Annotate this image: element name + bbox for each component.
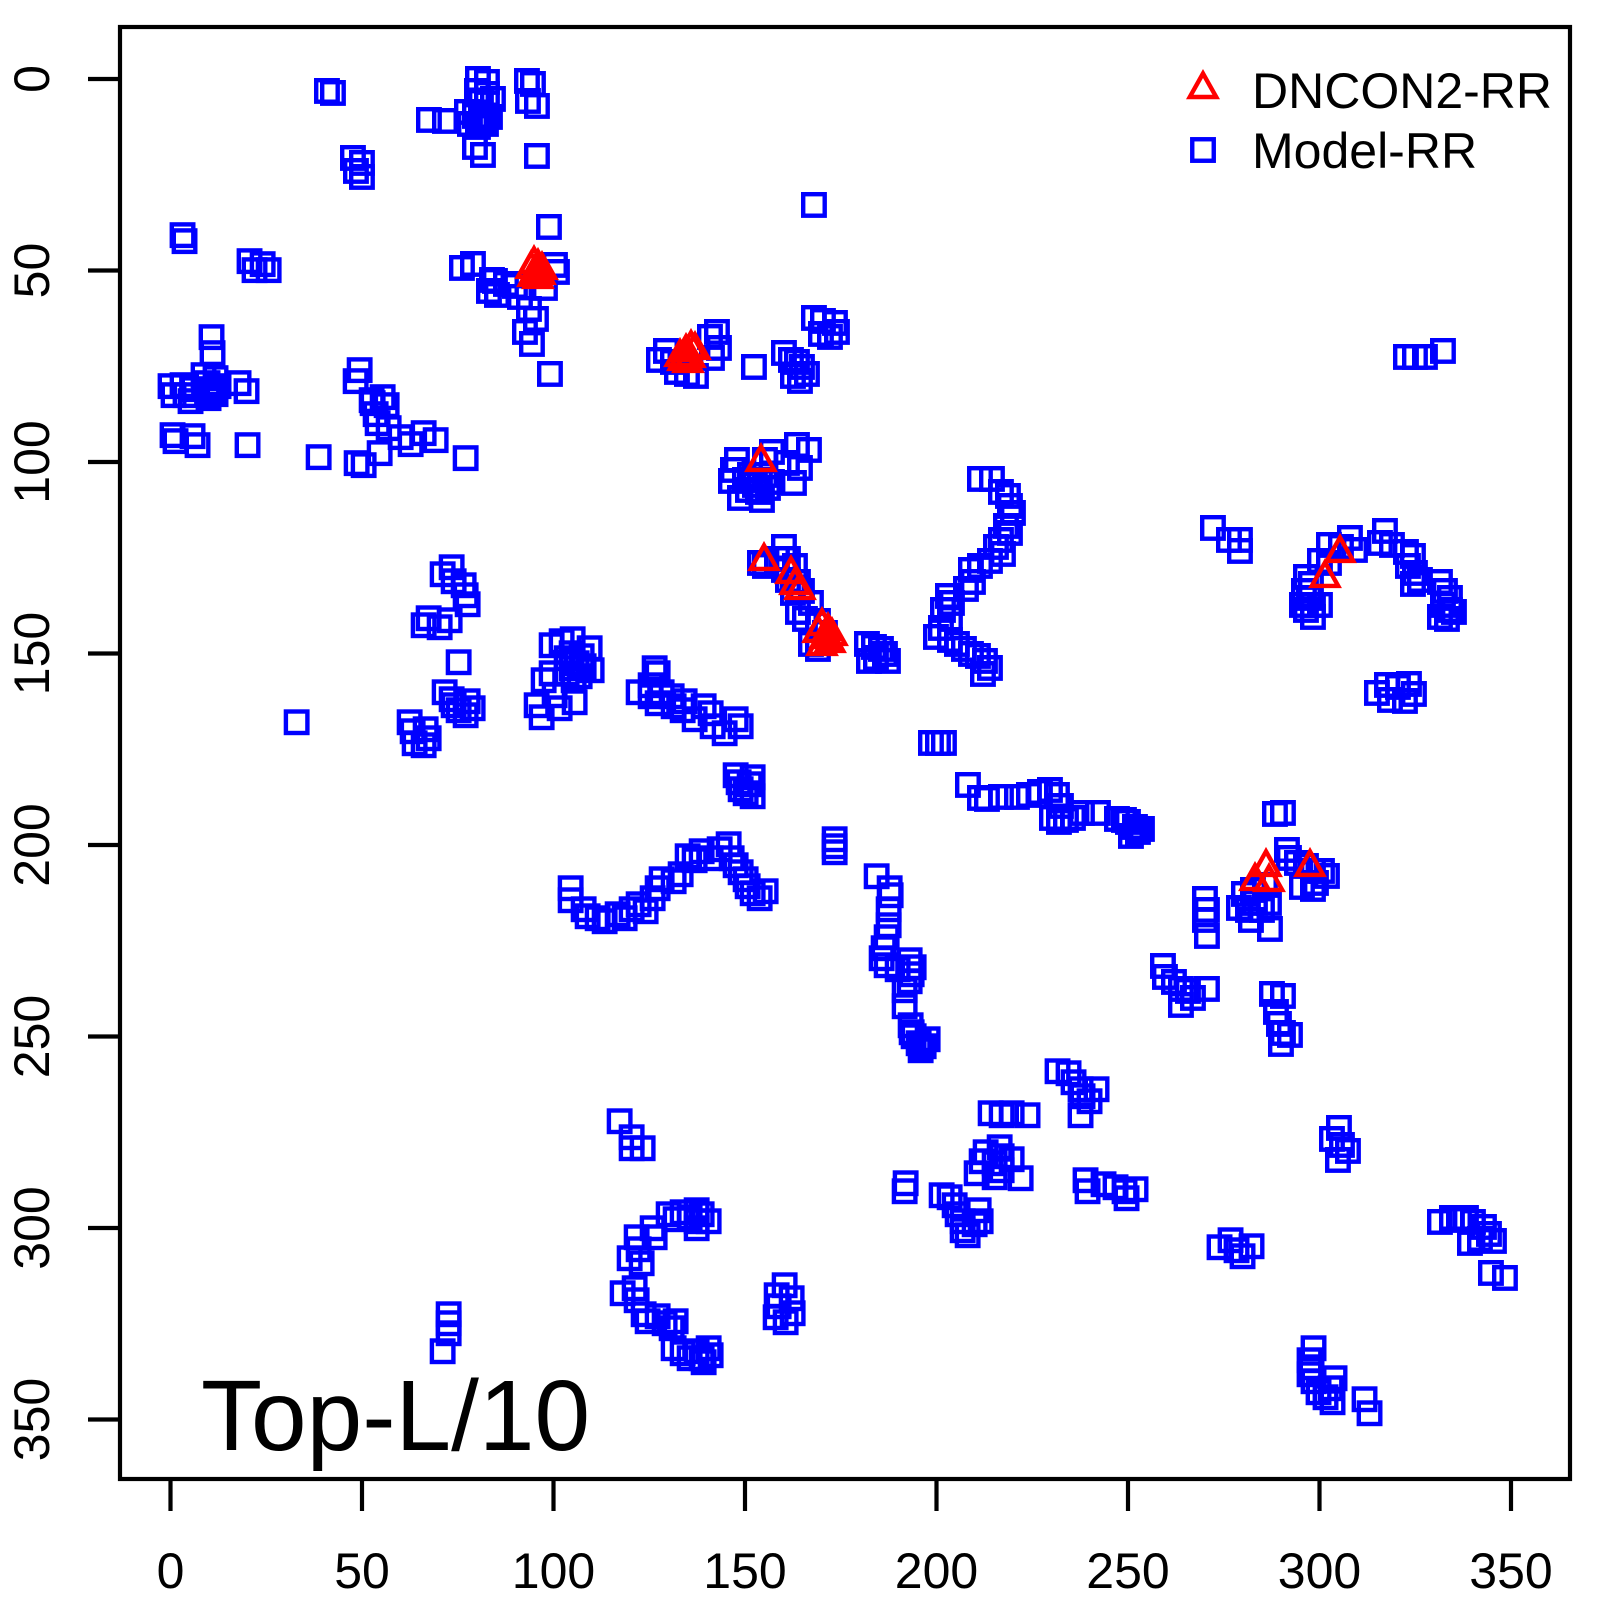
svg-text:50: 50 (334, 1543, 390, 1599)
svg-text:0: 0 (157, 1543, 185, 1599)
svg-text:100: 100 (4, 420, 60, 503)
svg-text:350: 350 (4, 1378, 60, 1461)
svg-text:300: 300 (1278, 1543, 1361, 1599)
svg-text:350: 350 (1469, 1543, 1552, 1599)
svg-text:100: 100 (512, 1543, 595, 1599)
svg-text:200: 200 (895, 1543, 978, 1599)
svg-text:50: 50 (4, 243, 60, 299)
svg-text:150: 150 (4, 612, 60, 695)
svg-text:DNCON2-RR: DNCON2-RR (1252, 63, 1552, 119)
svg-text:250: 250 (4, 995, 60, 1078)
svg-text:150: 150 (703, 1543, 786, 1599)
svg-text:Top-L/10: Top-L/10 (201, 1360, 590, 1472)
svg-text:300: 300 (4, 1186, 60, 1269)
svg-text:250: 250 (1086, 1543, 1169, 1599)
svg-text:Model-RR: Model-RR (1252, 123, 1477, 179)
svg-text:0: 0 (4, 65, 60, 93)
svg-text:200: 200 (4, 803, 60, 886)
